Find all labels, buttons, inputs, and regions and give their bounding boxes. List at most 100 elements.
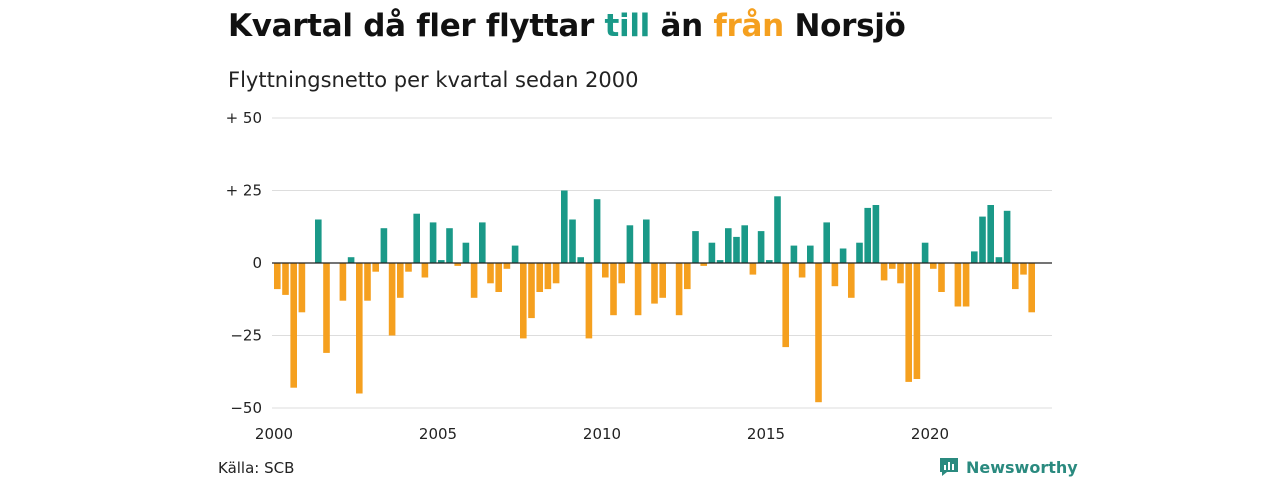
title-suffix: Norsjö [794,8,906,44]
bar [364,263,371,301]
bar [856,242,863,263]
bar [1028,263,1035,313]
bar [979,216,986,263]
bar [388,263,396,336]
bar [872,205,880,263]
x-tick-label: 2000 [255,425,293,443]
newsworthy-logo-icon [940,458,958,476]
bar [815,263,822,403]
bar [593,199,601,263]
bar [749,263,757,275]
bar [356,263,363,394]
bar [405,263,412,272]
bar [684,263,691,290]
bar [651,263,658,304]
bar [470,263,478,298]
bar [716,260,724,263]
bar [323,263,330,353]
bar [897,263,904,284]
bar [921,242,929,263]
bar [807,245,814,263]
bar [675,263,683,316]
bar [782,263,789,348]
bar [528,263,535,319]
bar [454,263,461,266]
bar [971,251,978,263]
bar [831,263,839,287]
bar [511,245,519,263]
y-tick-label: + 50 [226,109,262,127]
brand[interactable]: Newsworthy [938,456,1078,478]
chart-title: Kvartal då fler flyttar till än från Nor… [228,8,906,44]
x-tick-label: 2005 [419,425,457,443]
bar [880,263,888,281]
bar [602,263,609,278]
bar [692,231,699,263]
bar [421,263,429,278]
x-tick-label: 2010 [583,425,621,443]
y-tick-label: −25 [230,327,262,345]
bar [438,260,445,263]
bar [1020,263,1027,275]
bar [282,263,289,295]
title-word-in: till [604,8,650,44]
bar [577,257,584,263]
bar [864,207,871,263]
bar [536,263,543,292]
bar [766,260,773,263]
source-note: Källa: SCB [218,459,295,477]
bar [659,263,666,298]
bar [347,257,355,263]
title-middle: än [660,8,703,44]
y-tick-label: 0 [252,254,262,272]
bar [774,196,781,263]
bar [380,228,388,263]
x-tick-label: 2020 [911,425,949,443]
title-prefix: Kvartal då fler flyttar [228,8,594,44]
bar [561,190,568,263]
bar [339,263,347,301]
bar [700,263,707,266]
y-tick-label: −50 [230,399,262,417]
bar [626,225,634,263]
bar [757,231,765,263]
bar [585,263,593,339]
brand-name: Newsworthy [966,457,1078,477]
bar [372,263,379,272]
bar [987,205,994,263]
bar [495,263,502,292]
grid-lines [272,117,1052,409]
bar [962,263,970,307]
bar [544,263,552,290]
bar [1012,263,1019,290]
bar [643,219,650,263]
bar [798,263,806,278]
y-axis-labels: + 50 + 25 0 −25 −50 [226,109,262,417]
bar [610,263,617,316]
bar [913,263,921,379]
bar [618,263,625,284]
bar [315,219,322,263]
bar [1003,210,1011,263]
bar [503,263,511,269]
bar [930,263,937,269]
bar [889,263,896,269]
bar [569,219,576,263]
bars [274,190,1035,403]
bar [479,222,486,263]
bar [446,228,453,263]
bar [290,263,297,388]
y-tick-label: + 25 [226,182,262,200]
bar [839,248,847,263]
bar [995,257,1003,263]
bar [487,263,494,284]
bar [741,225,748,263]
x-axis-labels: 2000 2005 2010 2015 2020 [255,425,949,443]
bar [954,263,962,307]
title-word-out: från [713,8,784,44]
bar [725,228,732,263]
bar [413,213,420,263]
bar [397,263,404,298]
bar [462,242,470,263]
bar [429,222,437,263]
